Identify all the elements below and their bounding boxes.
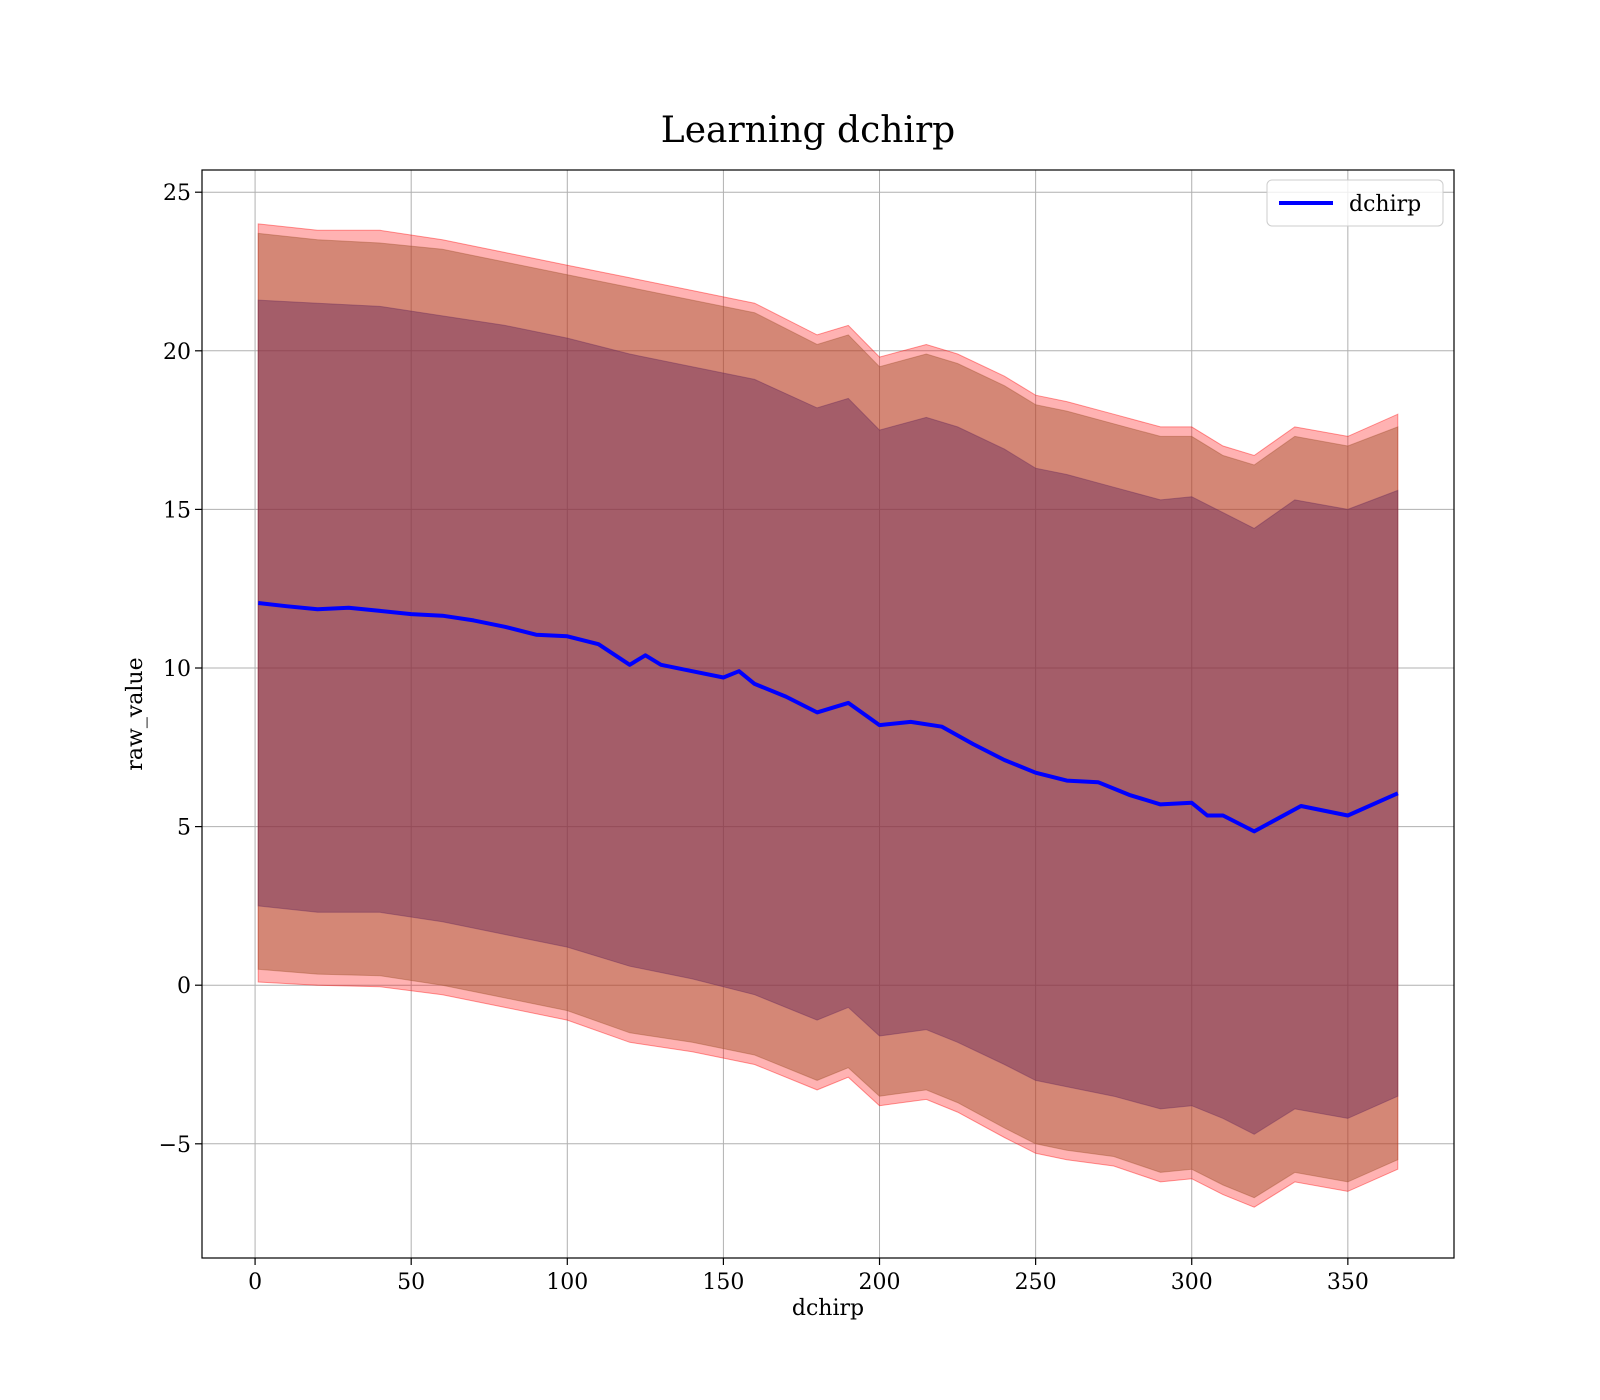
y-tick-label: 25: [163, 181, 191, 206]
legend-label: dchirp: [1349, 192, 1421, 217]
inner-band: [257, 299, 1399, 1135]
series-line-dchirp: [257, 601, 1399, 834]
legend-box: [1266, 179, 1444, 227]
y-axis-label: raw_value: [123, 657, 148, 770]
x-tick-label: 150: [702, 1270, 744, 1295]
series-lines: [257, 601, 1399, 834]
middle-band: [257, 232, 1399, 1199]
x-tick-label: 50: [397, 1270, 425, 1295]
x-tick-label: 350: [1327, 1270, 1369, 1295]
y-tick-label: 5: [177, 816, 191, 841]
y-tick-label: 10: [163, 657, 191, 682]
y-tick-label: 20: [163, 340, 191, 365]
confidence-bands: [257, 223, 1399, 1208]
x-tick-label: 0: [248, 1270, 262, 1295]
x-tick-label: 100: [546, 1270, 588, 1295]
y-tick-label: −5: [159, 1133, 191, 1158]
plot-frame: [201, 169, 1455, 1259]
legend: dchirp: [1266, 179, 1444, 227]
y-tick-label: 15: [163, 498, 191, 523]
x-tick-label: 200: [859, 1270, 901, 1295]
x-tick-label: 300: [1171, 1270, 1213, 1295]
y-tick-label: 0: [177, 974, 191, 999]
x-axis-label: dchirp: [792, 1296, 864, 1321]
outer-band: [257, 223, 1399, 1208]
x-tick-label: 250: [1015, 1270, 1057, 1295]
chart-title: Learning dchirp: [661, 110, 955, 151]
